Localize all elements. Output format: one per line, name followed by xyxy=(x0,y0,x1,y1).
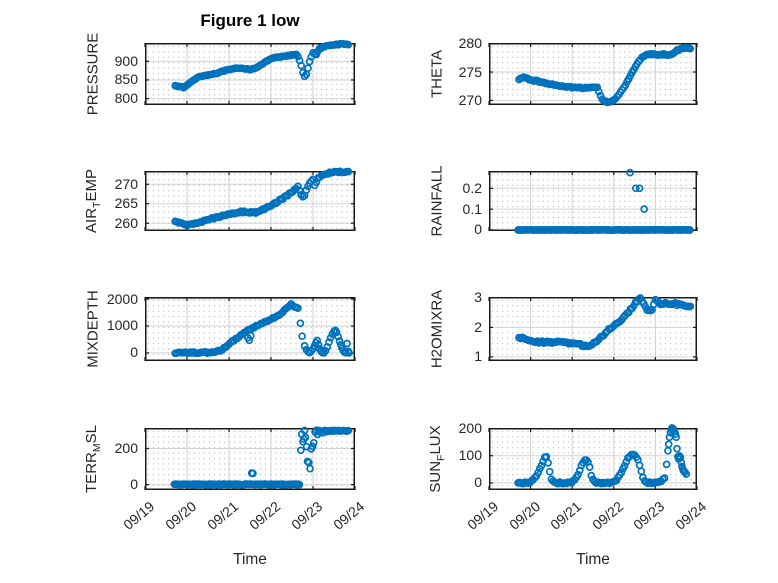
y-tick-label: 270 xyxy=(458,91,482,108)
data-markers xyxy=(515,43,695,107)
subplot-h2omixra: 1 2 3 H2OMIXRA xyxy=(429,289,698,368)
y-tick-label: 200 xyxy=(114,440,138,457)
minor-grid-dots xyxy=(491,299,692,361)
plot-area-svg xyxy=(144,297,356,361)
subplot-airtemp: 260 265 270 AIRTEMP xyxy=(83,167,356,233)
subplot-pressure: 800 850 900 PRESSURE xyxy=(85,33,356,115)
y-axis-label: TERRMSL xyxy=(83,425,103,493)
y-tick-label: 0.1 xyxy=(462,200,482,217)
y-tick-label: 275 xyxy=(458,63,482,80)
axis-ticks xyxy=(488,171,698,231)
y-tick-label: 900 xyxy=(114,52,138,69)
data-markers xyxy=(514,168,694,235)
x-axis-label-left: Time xyxy=(233,551,267,568)
y-tick-label: 2000 xyxy=(106,290,138,307)
y-tick-label: 260 xyxy=(114,214,138,231)
grid-lines xyxy=(489,171,697,231)
y-tick-label: 100 xyxy=(458,447,482,464)
y-tick-label: 0.2 xyxy=(462,179,482,196)
subplot-mixdepth: 0 1000 2000 MIXDEPTH xyxy=(85,290,356,368)
subplot-theta: 270 275 280 THETA xyxy=(429,35,698,108)
axis-ticks xyxy=(488,427,698,490)
y-axis-label: AIRTEMP xyxy=(83,169,103,233)
axis-ticks xyxy=(144,43,356,105)
y-tick-label: 800 xyxy=(114,90,138,107)
y-tick-label: 0 xyxy=(130,476,138,493)
y-tick-label: 200 xyxy=(458,420,482,437)
y-tick-label: 0 xyxy=(474,474,482,491)
figure-title: Figure 1 low xyxy=(200,11,300,30)
plot-area-svg xyxy=(488,168,698,235)
grid-lines xyxy=(489,43,697,105)
y-tick-label: 0 xyxy=(474,221,482,238)
data-markers xyxy=(170,426,353,489)
plot-area-svg xyxy=(144,39,356,105)
y-tick-label: 270 xyxy=(114,175,138,192)
y-axis-label: H2OMIXRA xyxy=(428,289,446,369)
y-axis-label: RAINFALL xyxy=(428,165,446,237)
data-markers xyxy=(515,294,695,351)
data-markers xyxy=(171,167,353,230)
subplot-rainfall: 0 0.1 0.2 RAINFALL xyxy=(429,166,698,237)
y-tick-label: 0 xyxy=(130,344,138,361)
plot-area-svg xyxy=(488,424,698,490)
y-axis-label: SUNFLUX xyxy=(427,425,447,493)
y-tick-label: 3 xyxy=(474,289,482,306)
data-markers xyxy=(514,424,691,488)
plot-area-svg xyxy=(488,294,698,361)
y-axis-label: THETA xyxy=(428,49,446,99)
plot-area-svg xyxy=(488,42,698,107)
axis-ticks xyxy=(488,297,698,361)
subplot-terrmsl: 0 200 TERRMSL 09/19 09/20 09/21 09/22 09/23 09/2… xyxy=(83,425,367,533)
plot-area-svg xyxy=(144,167,356,231)
plot-area-svg xyxy=(144,426,356,490)
subplot-sunflux: 0 100 200 SUNFLUX 09/19 09/20 09/21 09/22 09/23 0… xyxy=(427,420,709,533)
y-tick-label: 850 xyxy=(114,71,138,88)
y-tick-label: 1000 xyxy=(106,317,138,334)
y-tick-label: 2 xyxy=(474,318,482,335)
y-tick-label: 1 xyxy=(474,348,482,365)
y-axis-label: PRESSURE xyxy=(84,32,102,116)
x-axis-label-right: Time xyxy=(576,551,610,568)
y-tick-label: 265 xyxy=(114,195,138,212)
y-tick-label: 280 xyxy=(458,35,482,52)
y-axis-label: MIXDEPTH xyxy=(84,290,102,368)
data-markers xyxy=(171,39,353,92)
axis-ticks xyxy=(144,297,356,361)
data-markers xyxy=(171,300,353,358)
grid-lines xyxy=(145,43,355,105)
